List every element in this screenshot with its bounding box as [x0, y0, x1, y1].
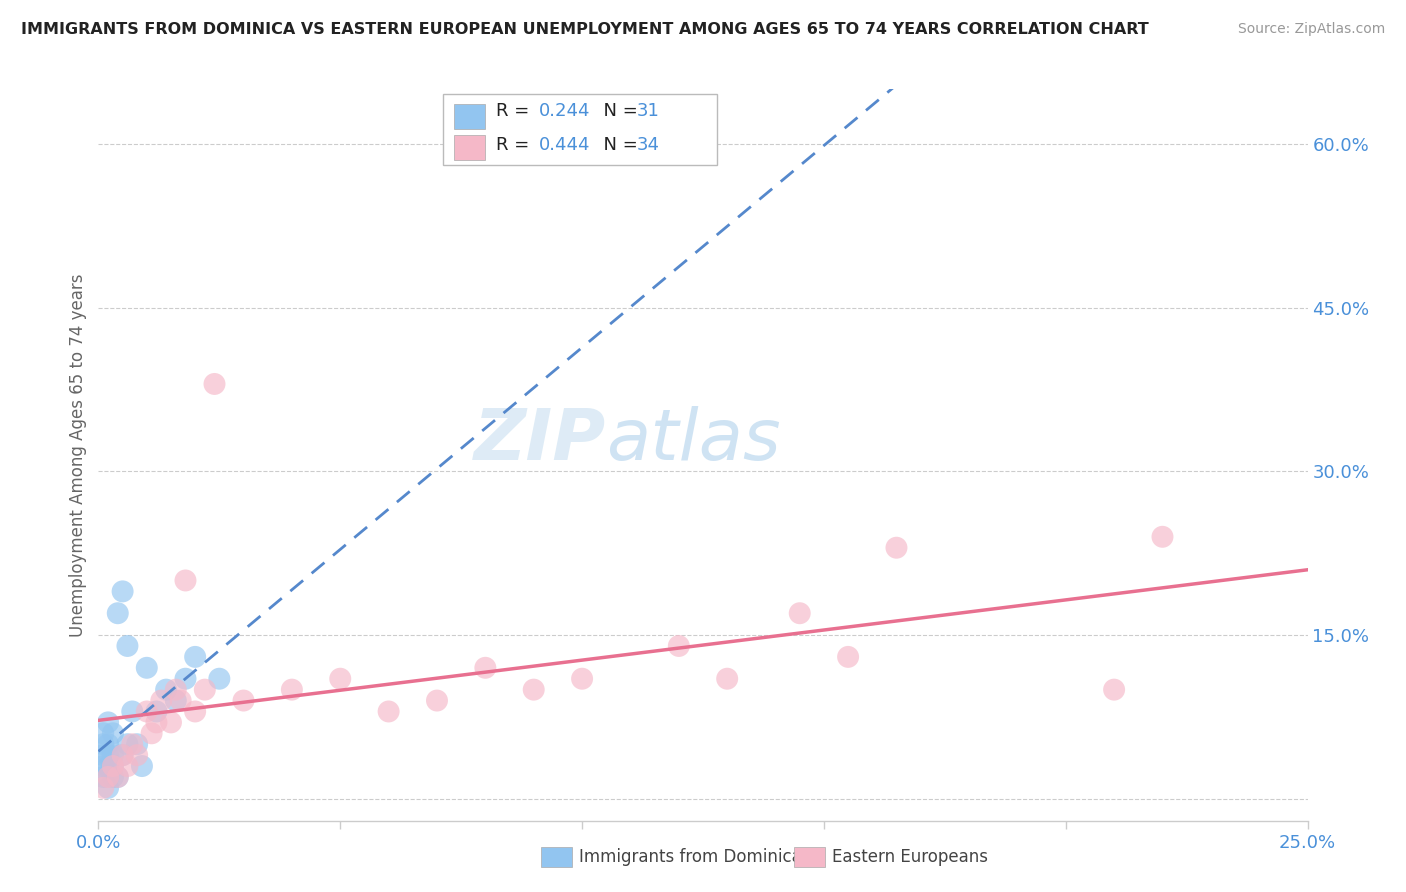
Point	[837, 649, 859, 664]
Point	[150, 693, 173, 707]
Point	[174, 574, 197, 588]
Text: N =: N =	[592, 103, 644, 120]
Point	[101, 770, 124, 784]
Point	[91, 748, 114, 763]
Point	[160, 715, 183, 730]
Point	[169, 693, 191, 707]
Point	[97, 759, 120, 773]
Text: 0.244: 0.244	[538, 103, 591, 120]
Point	[111, 584, 134, 599]
Point	[91, 780, 114, 795]
Point	[1102, 682, 1125, 697]
Point	[523, 682, 546, 697]
Point	[91, 759, 114, 773]
Point	[97, 737, 120, 751]
Point	[97, 748, 120, 763]
Point	[107, 770, 129, 784]
Point	[97, 715, 120, 730]
Point	[141, 726, 163, 740]
Point	[886, 541, 908, 555]
Point	[91, 770, 114, 784]
Point	[121, 705, 143, 719]
Text: 0.444: 0.444	[538, 136, 591, 153]
Point	[97, 780, 120, 795]
Point	[101, 759, 124, 773]
Point	[194, 682, 217, 697]
Point	[377, 705, 399, 719]
Point	[135, 705, 157, 719]
Point	[111, 748, 134, 763]
Text: N =: N =	[592, 136, 644, 153]
Point	[204, 376, 226, 391]
Point	[97, 770, 120, 784]
Y-axis label: Unemployment Among Ages 65 to 74 years: Unemployment Among Ages 65 to 74 years	[69, 273, 87, 637]
Point	[107, 770, 129, 784]
Point	[101, 759, 124, 773]
Point	[101, 748, 124, 763]
Text: Eastern Europeans: Eastern Europeans	[832, 848, 988, 866]
Point	[107, 606, 129, 620]
Point	[208, 672, 231, 686]
Point	[716, 672, 738, 686]
Text: Source: ZipAtlas.com: Source: ZipAtlas.com	[1237, 22, 1385, 37]
Point	[281, 682, 304, 697]
Text: Immigrants from Dominica: Immigrants from Dominica	[579, 848, 801, 866]
Point	[1152, 530, 1174, 544]
Point	[789, 606, 811, 620]
Point	[127, 737, 149, 751]
Point	[329, 672, 352, 686]
Point	[91, 726, 114, 740]
Point	[174, 672, 197, 686]
Point	[426, 693, 449, 707]
Point	[232, 693, 254, 707]
Point	[155, 682, 177, 697]
Point	[145, 715, 167, 730]
Point	[101, 726, 124, 740]
Text: ZIP: ZIP	[474, 406, 606, 475]
Point	[145, 705, 167, 719]
Point	[184, 649, 207, 664]
Text: 34: 34	[637, 136, 659, 153]
Text: atlas: atlas	[606, 406, 780, 475]
Point	[135, 661, 157, 675]
Text: IMMIGRANTS FROM DOMINICA VS EASTERN EUROPEAN UNEMPLOYMENT AMONG AGES 65 TO 74 YE: IMMIGRANTS FROM DOMINICA VS EASTERN EURO…	[21, 22, 1149, 37]
Text: R =: R =	[496, 103, 536, 120]
Point	[668, 639, 690, 653]
Point	[165, 682, 187, 697]
Point	[571, 672, 593, 686]
Point	[131, 759, 153, 773]
Point	[117, 759, 139, 773]
Point	[474, 661, 496, 675]
Point	[184, 705, 207, 719]
Point	[97, 770, 120, 784]
Point	[111, 748, 134, 763]
Point	[121, 737, 143, 751]
Point	[91, 737, 114, 751]
Point	[117, 639, 139, 653]
Point	[165, 693, 187, 707]
Point	[117, 737, 139, 751]
Point	[127, 748, 149, 763]
Text: 31: 31	[637, 103, 659, 120]
Text: R =: R =	[496, 136, 536, 153]
